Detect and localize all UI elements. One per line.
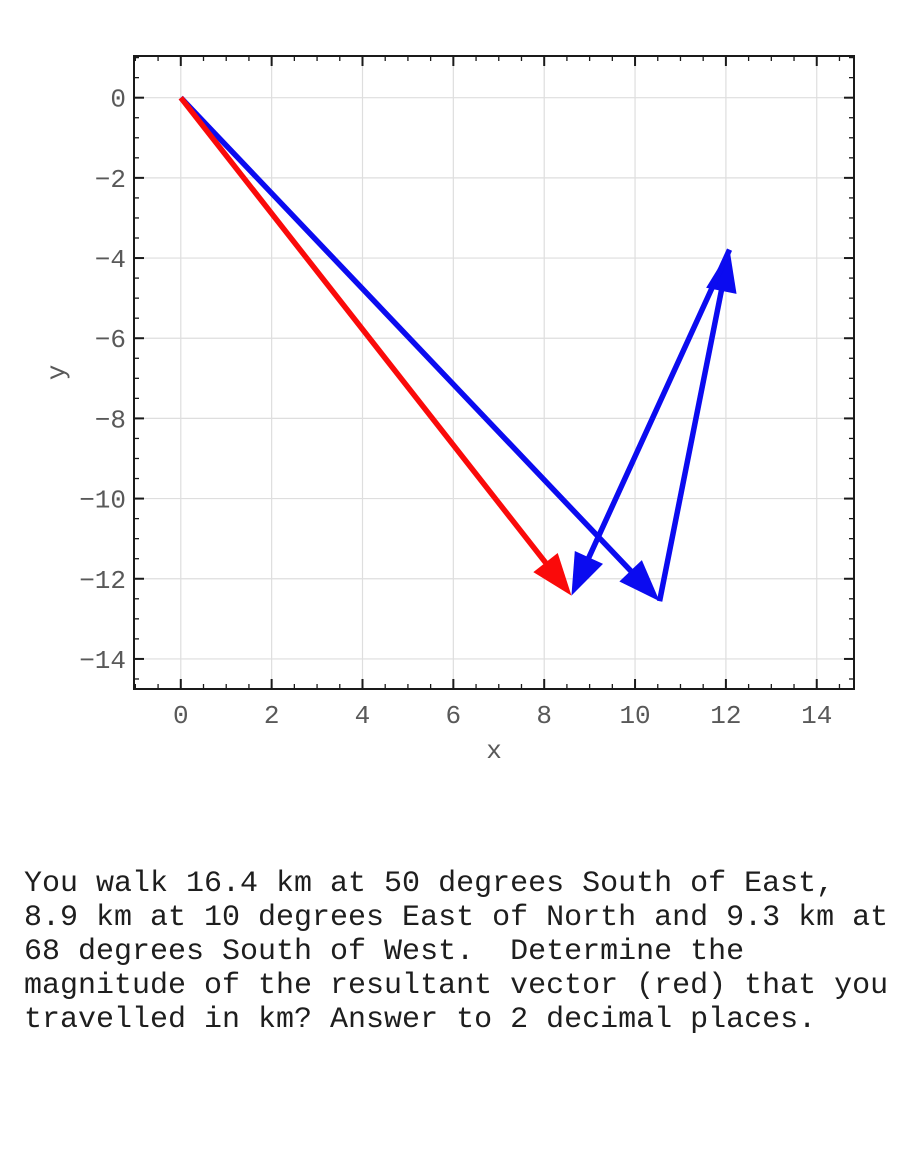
- leg-1-arrow-head: [619, 560, 660, 602]
- axis-labels: 0 2 4 6 8 10 12 14 0 −2 −4 −6 −8 −10 −12 −14 x y: [42, 85, 832, 766]
- y-tick-label: −14: [79, 646, 126, 676]
- x-tick-label: 8: [536, 701, 552, 731]
- x-tick-label: 2: [264, 701, 280, 731]
- plot-frame: [133, 55, 855, 690]
- y-tick-label: −8: [95, 405, 126, 435]
- question-line: travelled in km? Answer to 2 decimal pla…: [24, 1003, 817, 1037]
- question-line: 8.9 km at 10 degrees East of North and 9…: [24, 901, 889, 935]
- question-text: You walk 16.4 km at 50 degrees South of …: [24, 867, 888, 1037]
- leg-1-arrow-shaft: [178, 95, 635, 575]
- question-line: 68 degrees South of West. Determine the: [24, 935, 745, 969]
- y-axis-label: y: [42, 365, 72, 381]
- x-axis-label: x: [486, 736, 502, 766]
- x-tick-label: 10: [619, 701, 650, 731]
- resultant-arrow-shaft: [178, 95, 550, 567]
- grid-lines: [134, 56, 854, 689]
- y-tick-label: −2: [95, 165, 126, 195]
- x-tick-label: 0: [173, 701, 189, 731]
- y-tick-label: −12: [79, 566, 126, 596]
- resultant-arrow-head: [533, 552, 572, 596]
- vectors: [178, 95, 737, 602]
- x-tick-label: 6: [446, 701, 462, 731]
- leg-2-arrow-shaft: [656, 287, 725, 602]
- x-tick-label: 4: [355, 701, 371, 731]
- leg-3-arrow-shaft: [585, 248, 733, 562]
- question-line: You walk 16.4 km at 50 degrees South of …: [24, 867, 835, 901]
- y-tick-label: 0: [110, 85, 126, 115]
- y-tick-label: −4: [95, 245, 126, 275]
- question-line: magnitude of the resultant vector (red) …: [24, 969, 889, 1003]
- x-tick-label: 14: [801, 701, 832, 731]
- x-tick-label: 12: [710, 701, 741, 731]
- axis-ticks: [134, 56, 854, 689]
- y-tick-label: −10: [79, 486, 126, 516]
- y-tick-label: −6: [95, 325, 126, 355]
- leg-3-arrow-head: [571, 550, 604, 596]
- vector-plot: 0 2 4 6 8 10 12 14 0 −2 −4 −6 −8 −10 −12 −14 x y: [42, 55, 855, 766]
